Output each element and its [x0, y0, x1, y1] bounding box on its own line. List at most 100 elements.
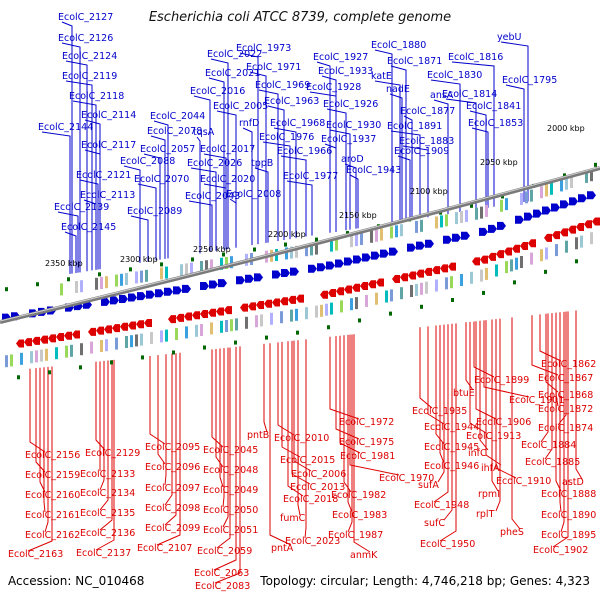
reverse-gene-arrow [552, 231, 560, 240]
cog-band-forward [420, 219, 423, 232]
rna-marker-bottom [420, 304, 423, 309]
reverse-gene-arrow [208, 308, 216, 317]
reverse-gene-arrow [576, 222, 584, 231]
reverse-gene-label: EcolC_1888 [541, 489, 596, 500]
forward-gene-label: EcolC_2121 [76, 170, 131, 181]
cog-band-reverse [460, 274, 463, 286]
forward-leader-line [208, 77, 225, 250]
reverse-gene-arrow [24, 338, 32, 347]
reverse-gene-arrow [40, 335, 48, 344]
cog-band-forward [135, 271, 138, 284]
cog-band-forward [180, 264, 183, 277]
cog-band-forward [525, 191, 528, 204]
reverse-leader-line [213, 346, 237, 571]
reverse-gene-arrow [592, 217, 600, 226]
reverse-gene-arrow [144, 318, 152, 327]
forward-gene-arrow [209, 280, 218, 289]
reverse-gene-label: sufA [418, 480, 439, 491]
forward-gene-arrow [119, 294, 128, 303]
forward-gene-arrow [380, 249, 389, 258]
forward-gene-arrow [272, 270, 281, 279]
scale-label: 2100 kbp [410, 187, 448, 196]
forward-gene-arrow [335, 259, 344, 268]
forward-gene-label: EcolC_1968 [270, 118, 325, 129]
reverse-leader-line [263, 343, 268, 433]
forward-gene-arrow [497, 221, 506, 230]
reverse-gene-label: EcolC_2023 [285, 536, 340, 547]
cog-band-reverse [450, 276, 453, 289]
cog-band-forward [220, 257, 223, 270]
reverse-gene-label: EcolC_1970 [379, 473, 434, 484]
cog-band-reverse [515, 257, 518, 270]
forward-gene-arrow [182, 284, 191, 293]
reverse-leader-line [304, 339, 307, 539]
forward-leader-line [273, 127, 297, 239]
forward-gene-label: EcolC_1963 [264, 96, 319, 107]
reverse-leader-line [219, 348, 224, 488]
reverse-leader-line [575, 310, 583, 480]
reverse-gene-arrow [48, 334, 56, 343]
forward-leader-line [374, 49, 393, 223]
forward-gene-arrow [389, 247, 398, 256]
reverse-leader-line [347, 334, 353, 513]
cog-band-reverse [105, 339, 108, 352]
reverse-leader-line [35, 368, 46, 473]
cog-band-forward [485, 204, 488, 217]
reverse-gene-label: EcolC_1913 [466, 431, 521, 442]
rna-marker-bottom [482, 290, 485, 295]
reverse-gene-arrow [72, 330, 80, 339]
cog-band-reverse [260, 314, 263, 327]
cog-band-forward [590, 169, 593, 182]
reverse-leader-line [353, 334, 371, 553]
scale-label: 2250 kbp [193, 245, 231, 254]
reverse-leader-line [435, 325, 445, 445]
forward-gene-arrow [515, 215, 524, 224]
cog-band-forward [550, 182, 553, 195]
forward-gene-arrow [236, 276, 245, 285]
forward-leader-line [445, 98, 477, 210]
forward-leader-line [471, 127, 489, 208]
cog-band-reverse [55, 347, 58, 360]
forward-gene-arrow [155, 289, 164, 298]
reverse-gene-label: EcolC_1901 [509, 395, 564, 406]
forward-gene-label: EcolC_2017 [200, 144, 255, 155]
forward-leader-line [374, 80, 401, 222]
map-title: Escherichia coli ATCC 8739, complete gen… [148, 10, 452, 25]
cog-band-reverse [305, 307, 308, 320]
cog-band-forward [390, 226, 393, 239]
cog-band-reverse [45, 348, 48, 361]
rna-marker-top [191, 257, 194, 262]
cog-band-reverse [495, 264, 498, 277]
forward-leader-line [469, 110, 487, 209]
forward-leader-line [329, 129, 351, 230]
rna-marker-top [253, 247, 256, 252]
reverse-leader-line [99, 360, 113, 531]
forward-gene-label: EcolC_1930 [326, 120, 381, 131]
cog-band-reverse [505, 261, 508, 274]
cog-band-reverse [565, 240, 568, 253]
cog-band-forward [225, 257, 228, 269]
cog-band-reverse [200, 324, 203, 336]
reverse-gene-label: EcolC_1868 [538, 390, 593, 401]
reverse-gene-arrow [528, 239, 536, 248]
forward-gene-label: EcolC_1969 [255, 80, 310, 91]
cog-band-forward [295, 245, 298, 258]
reverse-leader-line [495, 318, 501, 512]
rna-marker-top [222, 252, 225, 257]
forward-leader-line [130, 215, 149, 262]
cog-band-reverse [175, 328, 178, 340]
reverse-gene-label: EcolC_1884 [521, 440, 576, 451]
forward-gene-label: EcolC_2145 [61, 222, 116, 233]
cog-band-forward [355, 234, 358, 247]
reverse-gene-arrow [328, 289, 336, 298]
rna-marker-bottom [358, 318, 361, 323]
forward-gene-label: EcolC_2119 [62, 71, 117, 82]
cog-band-forward [115, 274, 118, 287]
forward-gene-label: EcolC_2043 [185, 191, 240, 202]
cog-band-forward [440, 215, 443, 228]
forward-gene-label: EcolC_2118 [69, 91, 124, 102]
forward-gene-label: rnfD [239, 118, 259, 129]
reverse-gene-arrow [408, 271, 416, 280]
reverse-gene-arrow [440, 264, 448, 273]
genome-summary-footer: Topology: circular; Length: 4,746,218 bp… [260, 574, 590, 588]
